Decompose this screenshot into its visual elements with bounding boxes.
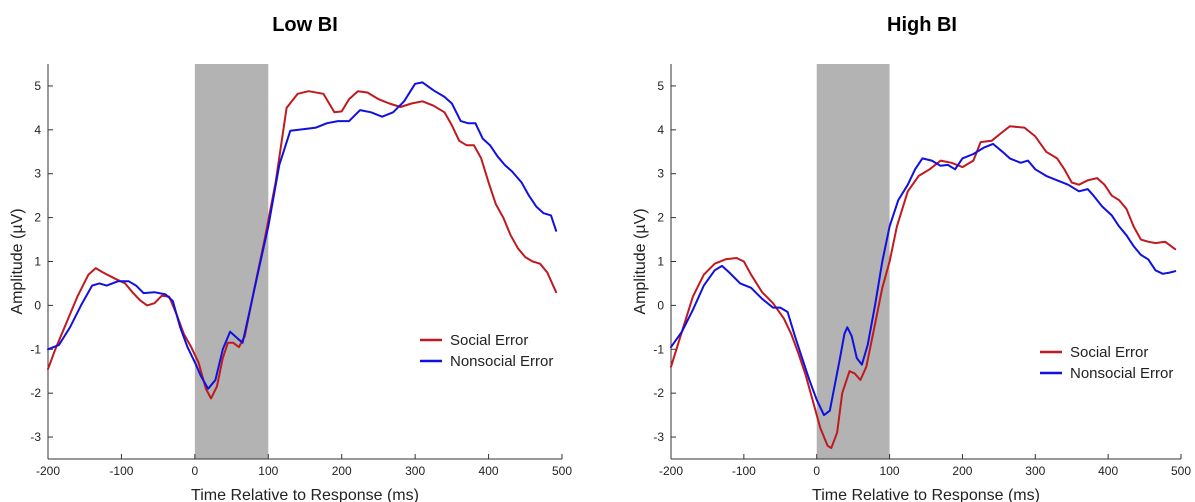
legend-label-nonsocial-error: Nonsocial Error: [1070, 365, 1173, 382]
x-tick-label: -200: [659, 464, 683, 478]
x-tick-label: 0: [192, 464, 199, 478]
chart-title: Low BI: [272, 14, 338, 36]
y-tick-label: 3: [34, 167, 41, 181]
legend-label-social-error: Social Error: [1070, 344, 1148, 361]
x-tick-label: -100: [732, 464, 756, 478]
legend-label-nonsocial-error: Nonsocial Error: [450, 353, 553, 370]
chart-low-bi: Low BI -3 -2 -1 0 1 2 3 4 5 -200 -100 0 100 200 300 400 5…: [9, 14, 572, 502]
chart-title: High BI: [887, 14, 957, 36]
y-tick-label: 4: [34, 123, 41, 137]
y-tick-label: 4: [657, 123, 664, 137]
y-tick-label: 3: [657, 167, 664, 181]
series-line-nonsocial-error: [47, 81, 558, 390]
x-tick-label: 200: [332, 464, 352, 478]
chart-high-bi: High BI -3 -2 -1 0 1 2 3 4 5 -200 -100 0 100 200 300 400…: [632, 14, 1191, 502]
x-tick-label: 400: [479, 464, 499, 478]
x-tick-label: 500: [552, 464, 572, 478]
x-tick-label: 300: [1025, 464, 1045, 478]
x-tick-label: -100: [109, 464, 133, 478]
shaded-response-window: [816, 64, 890, 459]
x-tick-label: 0: [813, 464, 820, 478]
series-line-social-error: [47, 90, 558, 400]
y-tick-label: 5: [34, 79, 41, 93]
legend-label-social-error: Social Error: [450, 332, 528, 349]
x-tick-label: -200: [36, 464, 60, 478]
y-tick-label: 1: [657, 255, 664, 269]
y-axis-label: Amplitude (µV): [632, 208, 649, 314]
x-tick-label: 100: [258, 464, 278, 478]
y-tick-label: 0: [34, 298, 41, 312]
y-tick-label: -2: [653, 386, 664, 400]
y-axis-label: Amplitude (µV): [9, 208, 26, 314]
legend: Social Error Nonsocial Error: [420, 332, 553, 370]
x-tick-label: 100: [880, 464, 900, 478]
y-tick-label: -3: [30, 430, 41, 444]
x-tick-label: 400: [1098, 464, 1118, 478]
y-tick-label: 2: [657, 211, 664, 225]
y-tick-label: -1: [30, 342, 41, 356]
y-tick-label: -1: [653, 342, 664, 356]
y-tick-label: 0: [657, 298, 664, 312]
x-tick-label: 300: [405, 464, 425, 478]
x-tick-label: 200: [952, 464, 972, 478]
y-tick-label: -2: [30, 386, 41, 400]
y-tick-label: 5: [657, 79, 664, 93]
legend: Social Error Nonsocial Error: [1040, 344, 1173, 382]
y-tick-label: 2: [34, 211, 41, 225]
x-axis-label: Time Relative to Response (ms): [812, 487, 1040, 502]
x-tick-label: 500: [1171, 464, 1191, 478]
x-axis-label: Time Relative to Response (ms): [191, 487, 419, 502]
y-tick-label: 1: [34, 255, 41, 269]
shaded-response-window: [194, 64, 269, 459]
series-line-social-error: [670, 125, 1177, 449]
y-tick-label: -3: [653, 430, 664, 444]
series-line-nonsocial-error: [670, 142, 1177, 417]
